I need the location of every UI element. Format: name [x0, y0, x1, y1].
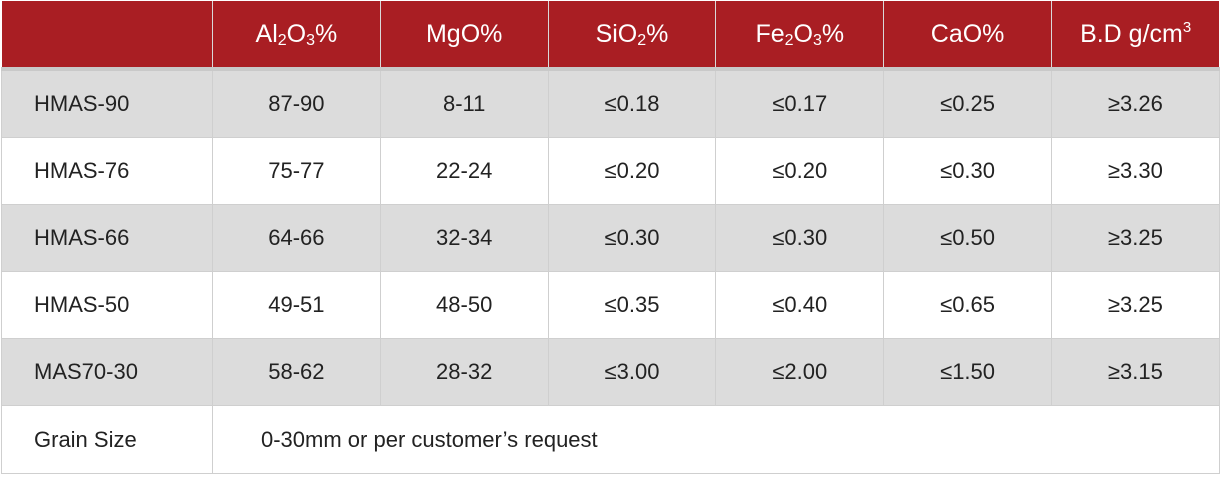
value-cell: ≥3.15	[1050, 338, 1220, 406]
value-cell: ≤3.00	[547, 338, 716, 406]
header-text-part: CaO%	[930, 19, 1005, 48]
header-text-part: %	[646, 19, 669, 48]
header-text-part: Al	[255, 19, 278, 48]
header-text-part: 3	[306, 31, 316, 49]
value-cell: 8-11	[379, 69, 549, 138]
header-cao: CaO%	[883, 1, 1052, 71]
header-fe2o3: Fe2O3%	[715, 1, 884, 71]
value-cell: 32-34	[379, 204, 549, 272]
header-text-part: B.D g/cm	[1080, 19, 1183, 48]
table-header: Al2O3% MgO% SiO2% Fe2O3% CaO% B.D g/cm3	[1, 1, 1220, 71]
value-cell: ≤0.30	[715, 204, 884, 272]
header-text-part: 2	[637, 31, 647, 49]
product-name-cell: HMAS-50	[1, 271, 213, 339]
header-text-part: %	[315, 19, 338, 48]
header-al2o3: Al2O3%	[212, 1, 381, 71]
table-row: HMAS-66 64-66 32-34 ≤0.30 ≤0.30 ≤0.50 ≥3.25	[1, 204, 1220, 272]
header-row: Al2O3% MgO% SiO2% Fe2O3% CaO% B.D g/cm3	[1, 1, 1220, 71]
header-text-part: O	[793, 19, 813, 48]
value-cell: 48-50	[379, 271, 549, 339]
header-text-part: O	[286, 19, 307, 48]
value-cell: ≤0.30	[547, 204, 716, 272]
header-text-part: 2	[277, 31, 287, 49]
value-cell: 64-66	[212, 204, 381, 272]
table-body: HMAS-90 87-90 8-11 ≤0.18 ≤0.17 ≤0.25 ≥3.26 HMAS…	[1, 69, 1220, 474]
value-cell: ≤2.00	[715, 338, 884, 406]
header-text-part: 2	[784, 31, 794, 49]
value-cell: ≤1.50	[883, 338, 1052, 406]
specification-table: Al2O3% MgO% SiO2% Fe2O3% CaO% B.D g/cm3 HMAS-…	[1, 1, 1220, 474]
value-cell: ≤0.40	[715, 271, 884, 339]
value-cell: 22-24	[379, 137, 549, 205]
grain-size-note: 0-30mm or per customer’s request	[212, 405, 1220, 474]
table-row: MAS70-30 58-62 28-32 ≤3.00 ≤2.00 ≤1.50 ≥3.15	[1, 338, 1220, 406]
value-cell: ≤0.35	[547, 271, 716, 339]
value-cell: ≤0.18	[547, 69, 716, 138]
table-row: HMAS-90 87-90 8-11 ≤0.18 ≤0.17 ≤0.25 ≥3.26	[1, 69, 1220, 138]
grain-size-row: Grain Size 0-30mm or per customer’s reque…	[1, 405, 1220, 474]
header-mgo: MgO%	[379, 1, 549, 71]
value-cell: ≤0.30	[883, 137, 1052, 205]
value-cell: ≤0.20	[547, 137, 716, 205]
grain-size-label: Grain Size	[1, 405, 213, 474]
table-row: HMAS-50 49-51 48-50 ≤0.35 ≤0.40 ≤0.65 ≥3.25	[1, 271, 1220, 339]
value-cell: ≥3.25	[1050, 204, 1220, 272]
header-text-part: %	[821, 19, 845, 48]
value-cell: 49-51	[212, 271, 381, 339]
value-cell: ≤0.17	[715, 69, 884, 138]
product-name-cell: HMAS-66	[1, 204, 213, 272]
header-text-part: 3	[812, 31, 822, 49]
value-cell: ≤0.20	[715, 137, 884, 205]
value-cell: 58-62	[212, 338, 381, 406]
value-cell: ≥3.25	[1050, 271, 1220, 339]
header-bulk-density: B.D g/cm3	[1050, 1, 1220, 71]
value-cell: 28-32	[379, 338, 549, 406]
product-name-cell: HMAS-90	[1, 69, 213, 138]
header-text-part: 3	[1182, 18, 1192, 36]
value-cell: 87-90	[212, 69, 381, 138]
table-row: HMAS-76 75-77 22-24 ≤0.20 ≤0.20 ≤0.30 ≥3.30	[1, 137, 1220, 205]
header-text-part: MgO%	[425, 19, 503, 48]
header-blank	[1, 1, 213, 71]
value-cell: ≤0.65	[883, 271, 1052, 339]
value-cell: 75-77	[212, 137, 381, 205]
value-cell: ≤0.50	[883, 204, 1052, 272]
header-text-part: SiO	[595, 19, 638, 48]
header-sio2: SiO2%	[547, 1, 716, 71]
value-cell: ≥3.30	[1050, 137, 1220, 205]
header-text-part: Fe	[755, 19, 785, 48]
product-name-cell: MAS70-30	[1, 338, 213, 406]
product-name-cell: HMAS-76	[1, 137, 213, 205]
value-cell: ≥3.26	[1050, 69, 1220, 138]
value-cell: ≤0.25	[883, 69, 1052, 138]
